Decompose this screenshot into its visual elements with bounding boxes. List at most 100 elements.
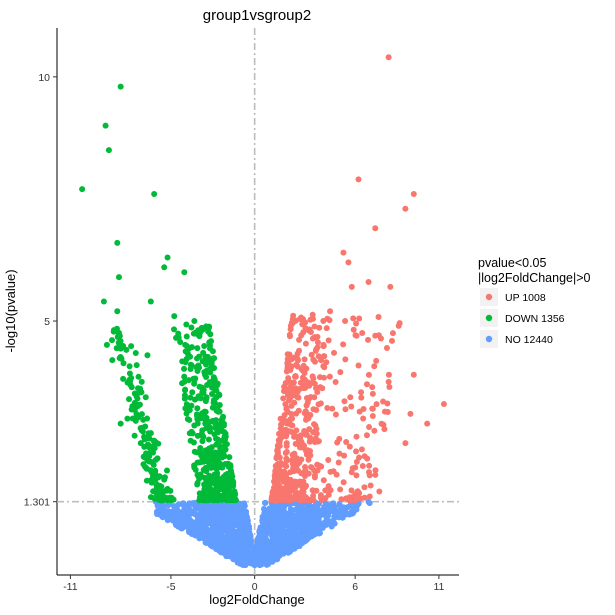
no-point — [287, 544, 294, 551]
up-point — [310, 497, 317, 504]
no-point — [222, 549, 229, 556]
up-point — [296, 347, 303, 354]
up-point — [320, 342, 327, 349]
up-point — [276, 430, 282, 437]
x-tick-label: 6 — [352, 581, 358, 593]
up-point — [327, 468, 334, 475]
no-point — [174, 520, 181, 527]
down-point — [207, 369, 214, 376]
down-point — [142, 394, 149, 401]
no-point — [304, 506, 311, 513]
no-point — [191, 521, 198, 528]
up-point — [331, 349, 338, 356]
down-point — [226, 496, 233, 503]
down-point — [191, 380, 198, 387]
points-no — [152, 498, 373, 569]
up-point — [340, 341, 347, 348]
down-point — [143, 477, 150, 484]
up-point — [361, 453, 368, 460]
up-point — [366, 493, 373, 500]
down-point — [134, 412, 141, 419]
down-point — [195, 394, 202, 401]
up-point — [272, 480, 279, 487]
no-point — [305, 528, 312, 535]
down-point — [230, 479, 237, 486]
no-point — [234, 538, 241, 545]
up-point — [325, 456, 332, 463]
up-point — [286, 354, 293, 361]
down-point — [222, 430, 229, 437]
no-point — [266, 551, 273, 557]
up-point — [327, 308, 334, 315]
down-point — [208, 379, 215, 386]
up-point — [332, 379, 339, 386]
down-point — [208, 338, 215, 345]
up-point — [366, 424, 373, 431]
up-point — [387, 283, 394, 290]
up-point — [352, 332, 359, 339]
down-point — [109, 337, 115, 344]
down-point — [188, 428, 195, 435]
down-point — [207, 424, 214, 431]
no-point — [208, 539, 215, 546]
no-point — [330, 500, 337, 507]
up-point — [312, 435, 319, 442]
down-point — [126, 363, 133, 370]
down-point — [148, 458, 155, 465]
down-point — [213, 387, 220, 394]
down-point — [211, 496, 218, 503]
down-point — [177, 338, 184, 345]
up-point — [287, 367, 294, 374]
up-point — [278, 421, 285, 428]
up-point — [369, 412, 376, 419]
up-point — [311, 323, 318, 330]
down-point — [163, 487, 170, 494]
down-point — [209, 384, 216, 391]
up-point — [358, 394, 365, 401]
down-point — [141, 453, 148, 460]
down-point — [126, 396, 133, 403]
legend-label: NO 12440 — [505, 334, 553, 346]
up-point — [287, 416, 294, 423]
down-point — [171, 313, 178, 320]
no-point — [196, 513, 203, 520]
down-point — [147, 298, 154, 305]
up-point — [383, 344, 390, 351]
no-point — [196, 535, 203, 542]
down-point — [115, 274, 122, 281]
no-point — [153, 511, 160, 518]
up-point — [306, 426, 313, 433]
down-point — [166, 494, 173, 501]
up-point — [283, 473, 290, 480]
up-point — [342, 356, 349, 363]
no-point — [284, 511, 291, 518]
down-point — [161, 474, 168, 481]
up-point — [310, 356, 317, 363]
up-point — [290, 386, 297, 393]
up-point — [363, 432, 370, 439]
down-point — [196, 383, 203, 390]
up-point — [283, 448, 290, 455]
up-point — [323, 325, 330, 332]
down-point — [191, 422, 198, 429]
up-point — [337, 369, 344, 376]
up-point — [291, 433, 298, 440]
no-point — [243, 522, 250, 529]
no-point — [319, 524, 326, 531]
down-point — [155, 440, 162, 447]
up-point — [298, 332, 305, 339]
y-axis-title: -log10(pvalue) — [3, 269, 18, 352]
up-point — [289, 456, 296, 463]
up-point — [320, 353, 327, 360]
down-point — [171, 326, 178, 333]
down-point — [224, 483, 231, 490]
no-point — [222, 544, 229, 551]
up-point — [361, 484, 368, 491]
no-point — [191, 525, 198, 532]
down-point — [105, 147, 112, 154]
down-point — [175, 330, 182, 337]
up-point — [366, 462, 373, 469]
down-point — [214, 485, 221, 492]
up-point — [365, 371, 372, 378]
down-point — [132, 417, 139, 424]
